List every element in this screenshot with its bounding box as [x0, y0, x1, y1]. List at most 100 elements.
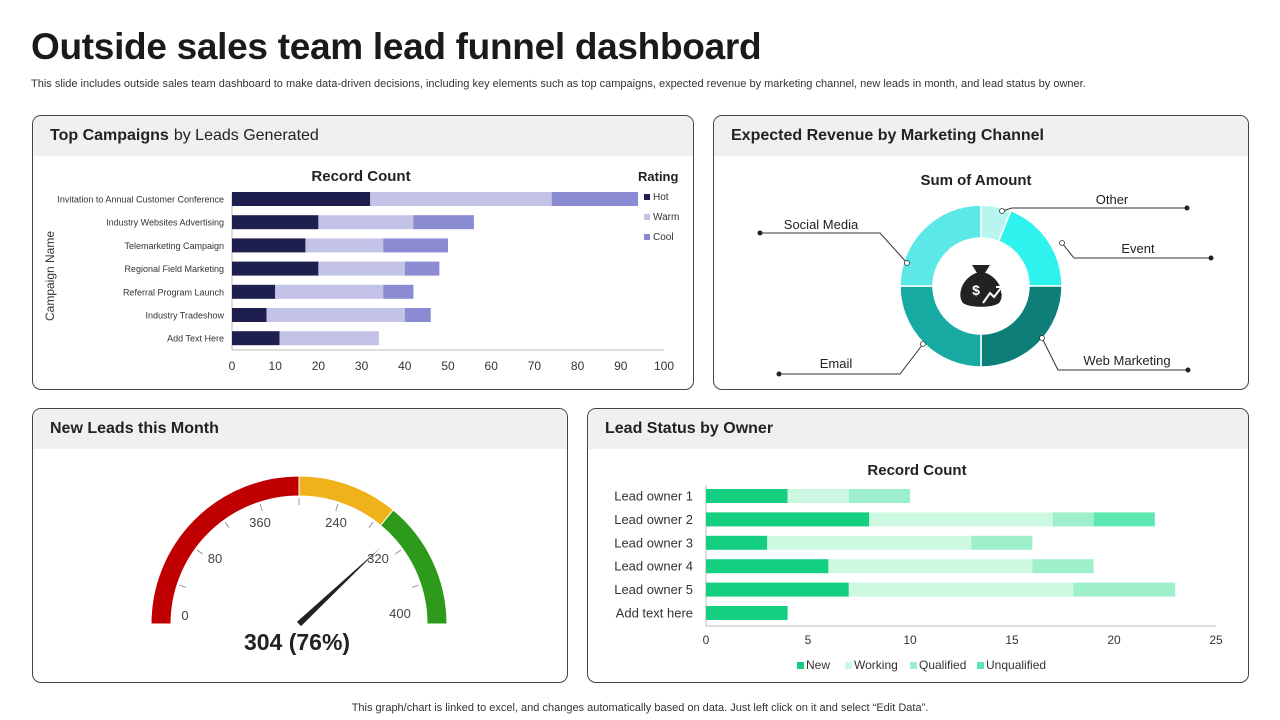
campaign-x-tick: 70 [528, 359, 542, 373]
revenue-leader-anchor [904, 260, 910, 266]
gauge-tick-label: 320 [367, 551, 389, 566]
campaign-bar-hot [232, 331, 280, 346]
campaign-x-tick: 100 [654, 359, 674, 373]
lead-status-legend-label: Unqualified [986, 658, 1046, 672]
lead-status-x-tick: 25 [1209, 633, 1223, 647]
lead-status-title: Lead Status by Owner [605, 420, 774, 437]
revenue-leader-dot [757, 230, 763, 236]
new-leads-header: New Leads this Month [33, 409, 567, 449]
lead-status-x-tick: 20 [1107, 633, 1121, 647]
lead-status-bar-working [848, 582, 1074, 597]
campaign-bar-warm [275, 284, 384, 299]
trend-arrowhead-icon [996, 286, 1003, 293]
campaign-bar-cool [413, 215, 474, 230]
expected-revenue-title: Expected Revenue by Marketing Channel [731, 127, 1044, 144]
lead-status-bar-qualified [1073, 582, 1176, 597]
campaign-legend-swatch [644, 234, 650, 240]
new-leads-panel: New Leads this Month 0 80 360 240 320 400 304 … [32, 408, 568, 683]
gauge-needle [296, 547, 381, 627]
gauge-tick-mark [394, 549, 402, 555]
campaign-bar-chart[interactable]: Record Count Campaign Name Invitation to A… [33, 116, 694, 390]
lead-status-x-tick: 15 [1005, 633, 1019, 647]
new-leads-gauge[interactable]: 0 80 360 240 320 400 304 (76%) [33, 409, 568, 683]
campaign-bar-hot [232, 238, 306, 253]
revenue-leader-line [1061, 242, 1211, 259]
campaign-bar-warm [370, 192, 552, 206]
lead-status-chart-title: Record Count [867, 462, 966, 479]
revenue-slice-label: Other [1096, 192, 1129, 207]
lead-status-bar-new [706, 512, 870, 527]
revenue-leader-line [779, 343, 924, 375]
revenue-slice-label: Email [820, 356, 853, 371]
new-leads-title: New Leads this Month [50, 420, 219, 437]
page-subtitle: This slide includes outside sales team d… [31, 78, 1086, 90]
gauge-zone-high [379, 509, 448, 625]
campaign-bar-hot [232, 215, 319, 230]
lead-owner-label: Lead owner 1 [614, 489, 693, 504]
revenue-leader-line [1001, 207, 1187, 212]
campaign-x-tick: 60 [485, 359, 499, 373]
lead-status-legend-label: New [806, 658, 830, 672]
gauge-tick-label: 0 [181, 608, 188, 623]
gauge-tick-label: 80 [208, 551, 222, 566]
lead-status-legend-label: Qualified [919, 658, 966, 672]
campaign-x-tick: 40 [398, 359, 412, 373]
campaign-legend-label: Cool [653, 232, 674, 243]
expected-revenue-panel: Expected Revenue by Marketing Channel Su… [713, 115, 1249, 390]
revenue-leader-anchor [920, 341, 926, 347]
money-bag-knot [972, 265, 990, 273]
campaign-bar-hot [232, 261, 319, 276]
revenue-leader-dot [1184, 205, 1190, 211]
footer-note: This graph/chart is linked to excel, and… [351, 702, 929, 714]
campaign-x-tick: 50 [441, 359, 455, 373]
gauge-tick-label: 360 [249, 515, 271, 530]
campaign-chart-title: Record Count [311, 168, 410, 185]
campaign-bar-cool [383, 284, 414, 299]
revenue-leader-line [760, 232, 908, 264]
campaign-category-label: Referral Program Launch [123, 287, 224, 297]
revenue-leader-anchor [999, 208, 1005, 214]
lead-owner-label: Lead owner 3 [614, 535, 693, 550]
campaign-bar-cool [383, 238, 448, 253]
campaign-category-label: Industry Websites Advertising [106, 218, 224, 228]
campaign-bar-warm [266, 308, 405, 322]
revenue-donut-chart[interactable]: Sum of Amount $ Other Event Web Marketing Ema… [714, 116, 1249, 390]
lead-status-bar-working [787, 489, 849, 503]
campaign-bar-warm [305, 238, 384, 253]
campaign-legend-swatch [644, 214, 650, 220]
campaign-category-label: Invitation to Annual Customer Conference [57, 195, 224, 205]
dollar-sign-icon: $ [972, 282, 980, 298]
lead-status-bar-qualified [848, 489, 910, 503]
campaign-category-label: Telemarketing Campaign [124, 241, 224, 251]
lead-status-bar-new [706, 559, 829, 574]
gauge-tick-mark [196, 549, 204, 555]
campaign-x-tick: 30 [355, 359, 369, 373]
campaign-bar-warm [279, 331, 379, 346]
gauge-tick-mark [224, 521, 230, 529]
lead-status-legend-swatch [910, 662, 917, 669]
revenue-chart-title: Sum of Amount [920, 172, 1031, 189]
top-campaigns-subtitle: by Leads Generated [173, 127, 319, 144]
gauge-tick-mark [412, 584, 419, 588]
top-campaigns-title: Top Campaigns [50, 127, 169, 144]
campaign-bar-hot [232, 284, 276, 299]
campaign-bar-hot [232, 308, 267, 322]
revenue-slice-label: Event [1121, 241, 1155, 256]
lead-owner-label: Lead owner 5 [614, 582, 693, 597]
campaign-legend-title: Rating [638, 169, 679, 184]
lead-status-bar-working [767, 535, 972, 550]
lead-status-legend-swatch [797, 662, 804, 669]
campaign-axis-label: Campaign Name [43, 231, 57, 321]
revenue-leader-anchor [1039, 335, 1045, 341]
top-campaigns-header: Top Campaigns by Leads Generated [33, 116, 693, 156]
campaign-bar-cool [404, 308, 431, 322]
campaign-x-tick: 0 [229, 359, 236, 373]
gauge-readout: 304 (76%) [244, 629, 350, 655]
campaign-category-label: Add Text Here [167, 334, 224, 344]
money-bag-body [960, 273, 1002, 307]
revenue-leader-dot [1185, 367, 1191, 373]
lead-status-x-tick: 5 [805, 633, 812, 647]
gauge-tick-label: 240 [325, 515, 347, 530]
campaign-legend-label: Hot [653, 192, 669, 203]
